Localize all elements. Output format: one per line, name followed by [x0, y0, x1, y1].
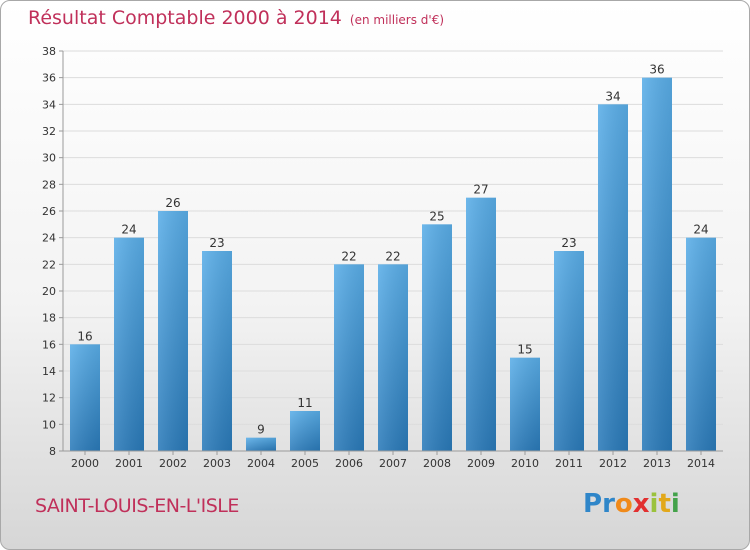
data-label: 27 [473, 183, 488, 197]
proxiti-logo: Proxiti [583, 489, 680, 519]
logo-letter: t [658, 489, 671, 519]
data-label: 9 [257, 423, 265, 437]
y-tick-label: 14 [42, 365, 56, 378]
bar-shade [114, 237, 144, 451]
x-tick-label: 2001 [115, 457, 143, 470]
data-label: 23 [209, 236, 224, 250]
bar-shade [246, 437, 276, 451]
y-tick-label: 20 [42, 285, 56, 298]
data-label: 34 [605, 89, 620, 103]
x-tick-label: 2005 [291, 457, 319, 470]
bar-shade [158, 211, 188, 451]
bar-shade [422, 224, 452, 451]
commune-name: SAINT-LOUIS-EN-L'ISLE [35, 495, 239, 517]
data-label: 22 [385, 249, 400, 263]
y-tick-label: 38 [42, 45, 56, 58]
bar-shade [466, 197, 496, 451]
y-tick-label: 28 [42, 178, 56, 191]
x-tick-label: 2013 [643, 457, 671, 470]
bar-shade [642, 77, 672, 452]
data-label: 25 [429, 209, 444, 223]
x-tick-label: 2008 [423, 457, 451, 470]
bar-shade [378, 264, 408, 451]
bar-shade [598, 104, 628, 451]
x-tick-label: 2006 [335, 457, 363, 470]
y-tick-label: 24 [42, 232, 56, 245]
logo-letter: r [602, 489, 615, 519]
y-tick-label: 32 [42, 125, 56, 138]
logo-letter: o [614, 489, 633, 519]
bar-shade [554, 251, 584, 451]
chart-title: Résultat Comptable 2000 à 2014 (en millie… [28, 7, 444, 29]
x-tick-label: 2011 [555, 457, 583, 470]
y-tick-label: 36 [42, 72, 56, 85]
x-tick-label: 2010 [511, 457, 539, 470]
bar-layer [70, 77, 716, 452]
y-tick-label: 16 [42, 338, 56, 351]
data-label: 15 [517, 343, 532, 357]
data-label: 22 [341, 249, 356, 263]
x-tick-label: 2009 [467, 457, 495, 470]
unit-label: (en milliers d'€) [349, 13, 445, 27]
x-tick-label: 2007 [379, 457, 407, 470]
y-tick-label: 12 [42, 392, 56, 405]
logo-letter: i [670, 489, 680, 519]
y-tick-label: 26 [42, 205, 56, 218]
x-tick-label: 2012 [599, 457, 627, 470]
y-tick-label: 18 [42, 312, 56, 325]
bar-shade [202, 251, 232, 451]
bar-shade [686, 237, 716, 451]
data-label: 36 [649, 63, 664, 77]
y-tick-label: 8 [49, 445, 56, 458]
x-tick-label: 2000 [71, 457, 99, 470]
data-label: 24 [693, 223, 708, 237]
logo-letter: P [583, 489, 603, 519]
logo-letter: i [649, 489, 659, 519]
data-label: 16 [77, 329, 92, 343]
x-tick-label: 2004 [247, 457, 275, 470]
logo-letter: x [632, 489, 650, 519]
data-label: 23 [561, 236, 576, 250]
axis-layer: 8 10 12 14 16 18 20 22 24 26 28 30 32 34 36 38 2000 2001 2… [42, 45, 723, 470]
bar-shade [334, 264, 364, 451]
title-text: Résultat Comptable 2000 à 2014 [28, 7, 342, 29]
bar-shade [290, 411, 320, 451]
x-tick-label: 2002 [159, 457, 187, 470]
data-label: 11 [297, 396, 312, 410]
y-tick-label: 30 [42, 152, 56, 165]
y-tick-label: 22 [42, 258, 56, 271]
bar-shade [510, 357, 540, 451]
x-tick-label: 2003 [203, 457, 231, 470]
data-label: 26 [165, 196, 180, 210]
bar-shade [70, 344, 100, 451]
y-tick-label: 34 [42, 98, 56, 111]
y-tick-label: 10 [42, 418, 56, 431]
x-tick-label: 2014 [687, 457, 715, 470]
label-layer: 16 24 26 23 9 11 22 22 25 27 15 23 34 36 24 [77, 63, 708, 437]
data-label: 24 [121, 223, 136, 237]
